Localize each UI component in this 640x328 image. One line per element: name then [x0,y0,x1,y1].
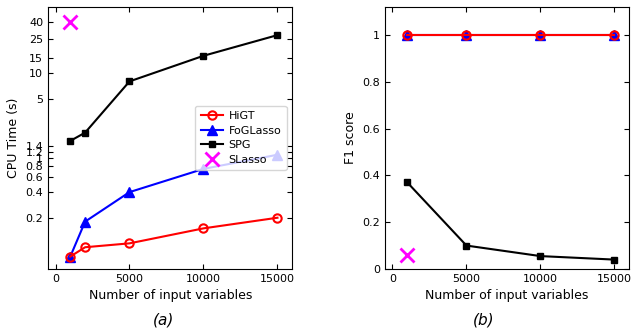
Line: FoGLasso: FoGLasso [65,150,282,261]
X-axis label: Number of input variables: Number of input variables [88,289,252,302]
HiGT [67,255,74,258]
HiGT [536,33,544,37]
Line: SPG: SPG [67,31,281,144]
SPG [463,244,470,248]
FoGLasso [536,33,544,37]
HiGT [403,33,411,37]
HiGT [81,245,89,249]
HiGT [463,33,470,37]
FoGLasso [274,153,282,157]
SPG [536,254,544,258]
FoGLasso [200,167,207,171]
HiGT [200,226,207,230]
Text: (b): (b) [472,313,494,328]
FoGLasso [67,255,74,258]
HiGT [611,33,618,37]
Line: SPG: SPG [404,179,618,263]
SPG [611,257,618,261]
Y-axis label: F1 score: F1 score [344,112,357,164]
SPG [67,139,74,143]
Line: HiGT: HiGT [403,31,619,39]
HiGT [125,241,133,245]
FoGLasso [403,33,411,37]
SPG [403,180,411,184]
Text: (a): (a) [152,313,174,328]
Y-axis label: CPU Time (s): CPU Time (s) [7,98,20,178]
SPG [125,79,133,83]
Line: FoGLasso: FoGLasso [403,30,620,40]
FoGLasso [463,33,470,37]
SPG [274,33,282,37]
Line: HiGT: HiGT [66,214,282,261]
Legend: HiGT, FoGLasso, SPG, SLasso: HiGT, FoGLasso, SPG, SLasso [195,106,287,170]
SPG [81,131,89,134]
X-axis label: Number of input variables: Number of input variables [426,289,589,302]
FoGLasso [611,33,618,37]
FoGLasso [81,220,89,224]
SPG [200,54,207,58]
HiGT [274,216,282,220]
FoGLasso [125,190,133,194]
